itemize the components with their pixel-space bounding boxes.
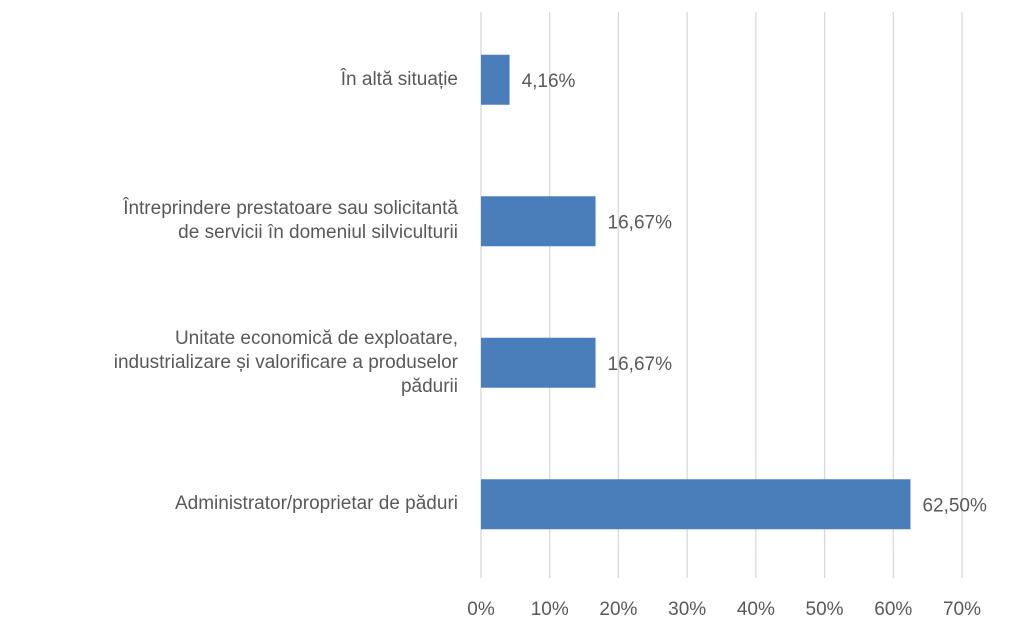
value-label: 16,67% xyxy=(608,354,673,375)
value-label: 62,50% xyxy=(922,495,987,516)
y-tick-label: Unitate economică de exploatare, industr… xyxy=(113,327,458,397)
y-tick-label: Întreprindere prestatoare sau solicitant… xyxy=(123,198,458,244)
value-label: 16,67% xyxy=(608,212,673,233)
y-tick-label: În altă situație xyxy=(340,68,458,90)
x-tick-label: 30% xyxy=(668,599,706,618)
bar xyxy=(481,54,510,105)
bar xyxy=(481,337,596,388)
x-tick-label: 40% xyxy=(737,599,775,618)
x-tick-label: 70% xyxy=(943,599,981,618)
bar xyxy=(481,479,911,530)
value-label: 4,16% xyxy=(522,71,576,92)
x-tick-label: 20% xyxy=(599,599,637,618)
y-tick-label: Administrator/proprietar de păduri xyxy=(174,493,458,515)
x-tick-label: 60% xyxy=(874,599,912,618)
x-tick-label: 10% xyxy=(531,599,569,618)
bar xyxy=(481,196,596,247)
x-tick-label: 0% xyxy=(467,599,495,618)
x-tick-label: 50% xyxy=(806,599,844,618)
